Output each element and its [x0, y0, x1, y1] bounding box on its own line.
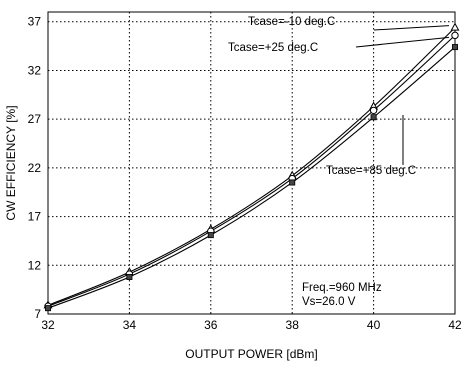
series-label-minus10: Tcase=-10 deg.C — [248, 16, 335, 28]
y-tick-label: 7 — [34, 307, 41, 321]
square-marker — [289, 179, 296, 186]
leader-line — [373, 25, 450, 31]
series-label-plus85: Tcase=+85 deg.C — [326, 165, 416, 177]
square-marker — [370, 114, 377, 121]
square-marker — [126, 273, 133, 280]
x-tick-label: 32 — [41, 318, 55, 332]
series-line — [47, 34, 456, 307]
y-tick-label: 27 — [28, 112, 42, 126]
y-tick-label: 22 — [28, 161, 42, 175]
x-tick-label: 36 — [204, 318, 218, 332]
x-tick-label: 34 — [123, 318, 137, 332]
x-axis-title: OUTPUT POWER [dBm] — [185, 347, 317, 361]
circle-marker — [369, 106, 378, 115]
series-label-plus25: Tcase=+25 deg.C — [228, 42, 318, 54]
x-tick-labels: 32 34 36 38 40 42 — [41, 318, 461, 332]
x-tick-label: 40 — [367, 318, 381, 332]
y-tick-label: 32 — [28, 63, 42, 77]
grid-lines — [48, 12, 455, 314]
vs-annotation: Vs=26.0 V — [302, 296, 356, 308]
triangle-marker — [450, 22, 460, 31]
y-tick-label: 12 — [28, 258, 42, 272]
plot-frame — [47, 11, 456, 315]
x-tick-label: 38 — [286, 318, 300, 332]
y-axis-title: CW EFFICIENCY [%] — [4, 105, 18, 220]
legend-leader-lines — [355, 25, 450, 165]
freq-annotation: Freq.=960 MHz — [302, 282, 382, 294]
y-tick-labels: 7 12 17 22 27 32 37 — [28, 15, 42, 321]
square-marker — [451, 44, 458, 51]
y-tick-label: 37 — [28, 15, 42, 29]
circle-marker — [451, 31, 459, 40]
y-tick-label: 17 — [28, 210, 42, 224]
x-tick-label: 42 — [448, 318, 461, 332]
square-marker — [45, 305, 52, 312]
series-lines — [43, 22, 460, 312]
leader-line — [355, 36, 450, 48]
square-marker — [207, 232, 214, 239]
series-line — [47, 46, 456, 309]
series-line — [47, 27, 456, 306]
